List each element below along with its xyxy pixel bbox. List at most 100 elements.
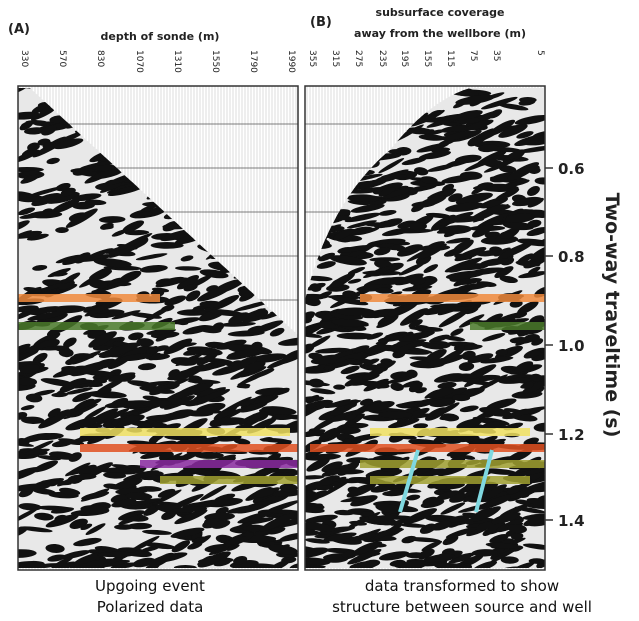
wiggle: [259, 88, 273, 97]
wiggle: [281, 292, 308, 304]
wiggle: [225, 215, 238, 223]
wiggle: [333, 130, 363, 150]
horizon: [360, 294, 545, 302]
x-tick-label: 275: [353, 50, 363, 67]
wiggle: [219, 107, 232, 115]
x-tick-label: 1990: [286, 50, 296, 73]
wiggle: [217, 225, 247, 241]
wiggle: [115, 85, 139, 98]
wiggle: [313, 173, 340, 185]
wiggle: [283, 124, 297, 134]
horizon: [18, 294, 160, 302]
wiggle: [233, 265, 271, 280]
wiggle: [295, 136, 322, 151]
wiggle: [269, 181, 305, 194]
wiggle: [358, 159, 373, 167]
wiggle: [125, 87, 148, 103]
wiggle: [194, 134, 210, 144]
x-tick-label: 1550: [210, 50, 220, 73]
wiggle: [192, 185, 221, 196]
wiggle: [322, 185, 350, 198]
panel-b-traces: [285, 79, 562, 579]
x-tick-label: 235: [377, 50, 387, 67]
wiggle: [309, 118, 349, 128]
wiggle: [156, 117, 192, 133]
horizon: [310, 444, 545, 452]
wiggle: [185, 161, 219, 167]
horizon: [160, 476, 298, 484]
wiggle: [395, 88, 415, 97]
wiggle: [191, 231, 224, 242]
wiggle: [182, 164, 221, 187]
wiggle: [270, 304, 299, 310]
wiggle: [192, 165, 207, 172]
panel-b-x-title: away from the wellbore (m): [354, 27, 526, 40]
x-tick-label: 195: [399, 50, 409, 67]
x-tick-label: 115: [445, 50, 455, 67]
wiggle: [315, 121, 348, 131]
wiggle: [256, 121, 283, 132]
wiggle: [319, 172, 341, 186]
wiggle: [269, 101, 300, 120]
wiggle: [79, 96, 113, 114]
wiggle: [188, 190, 228, 203]
wiggle: [321, 97, 337, 110]
horizon: [360, 460, 545, 468]
wiggle: [228, 137, 258, 145]
wiggle: [367, 106, 393, 116]
wiggle: [155, 130, 189, 145]
x-tick-label: 35: [491, 50, 501, 61]
wiggle: [182, 94, 207, 111]
wiggle: [200, 177, 214, 189]
wiggle: [216, 128, 255, 137]
wiggle: [217, 130, 241, 145]
wiggle: [211, 119, 229, 126]
horizon: [80, 428, 290, 436]
wiggle: [240, 269, 272, 276]
wiggles: [2, 76, 318, 579]
wiggle: [165, 169, 202, 175]
wiggles: [285, 79, 562, 579]
wiggle: [229, 93, 243, 103]
caption: Polarized data: [97, 598, 204, 616]
wiggle: [362, 107, 399, 127]
wiggle: [380, 86, 400, 97]
panel-b-x-title: subsurface coverage: [376, 6, 505, 19]
wiggle: [252, 101, 281, 113]
wiggle: [65, 114, 91, 131]
x-tick-label: 330: [19, 50, 29, 67]
wiggle: [271, 108, 291, 121]
panel-a-label: (A): [8, 22, 30, 37]
wiggle: [123, 164, 141, 177]
wiggle: [136, 101, 172, 120]
wiggle: [340, 139, 373, 150]
wiggle: [172, 141, 193, 153]
wiggle: [108, 136, 125, 146]
figure: (A) depth of sonde (m) (B) subsurface co…: [0, 0, 639, 621]
wiggle: [271, 128, 306, 142]
wiggle: [241, 266, 259, 275]
panel-a-traces: [2, 76, 318, 579]
wiggle: [272, 270, 289, 284]
wiggle: [294, 119, 329, 133]
wiggle: [255, 133, 282, 153]
wiggle: [145, 129, 161, 136]
wiggle: [238, 152, 278, 167]
wiggle: [206, 168, 222, 173]
wiggle: [247, 116, 284, 125]
wiggle: [146, 133, 163, 144]
wiggle: [406, 93, 436, 106]
wiggle: [306, 234, 328, 242]
wiggle: [345, 143, 381, 154]
wiggle: [225, 166, 239, 173]
x-tick-label: 830: [95, 50, 105, 67]
x-tick-label: 1310: [172, 50, 182, 73]
wiggle: [294, 79, 328, 97]
x-tick-label: 570: [57, 50, 67, 67]
wiggle: [190, 98, 220, 106]
wiggle: [189, 121, 217, 128]
wiggle: [259, 92, 295, 103]
wiggle: [271, 299, 295, 310]
panel-b-label: (B): [310, 15, 332, 30]
wiggle: [324, 148, 353, 161]
